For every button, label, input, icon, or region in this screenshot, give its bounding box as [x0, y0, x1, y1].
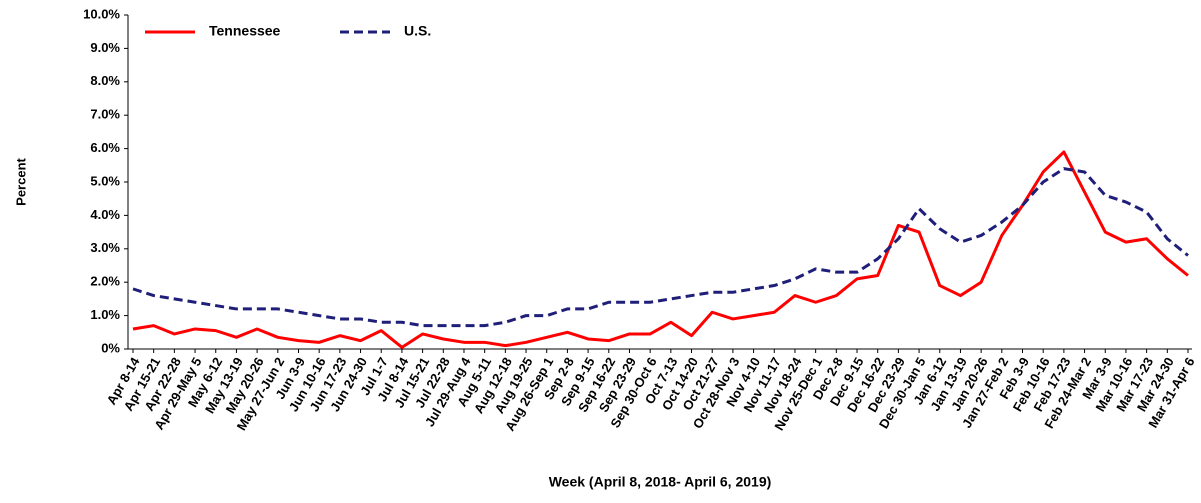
- y-tick-label: 0%: [101, 340, 120, 355]
- y-tick-label: 8.0%: [90, 73, 120, 88]
- y-tick-label: 1.0%: [90, 307, 120, 322]
- y-tick-label: 2.0%: [90, 274, 120, 289]
- y-tick-label: 3.0%: [90, 240, 120, 255]
- data-line: [132, 150, 1189, 349]
- y-tick-label: 5.0%: [90, 173, 120, 188]
- legend-label: U.S.: [404, 23, 431, 39]
- y-tick-label: 6.0%: [90, 140, 120, 155]
- data-line: [132, 167, 1189, 328]
- y-axis-title: Percent: [13, 157, 28, 205]
- legend-label: Tennessee: [209, 23, 281, 39]
- y-tick-label: 9.0%: [90, 40, 120, 55]
- x-axis-title: Week (April 8, 2018- April 6, 2019): [549, 474, 772, 490]
- y-tick-label: 10.0%: [83, 6, 120, 21]
- y-tick-label: 7.0%: [90, 107, 120, 122]
- y-tick-label: 4.0%: [90, 207, 120, 222]
